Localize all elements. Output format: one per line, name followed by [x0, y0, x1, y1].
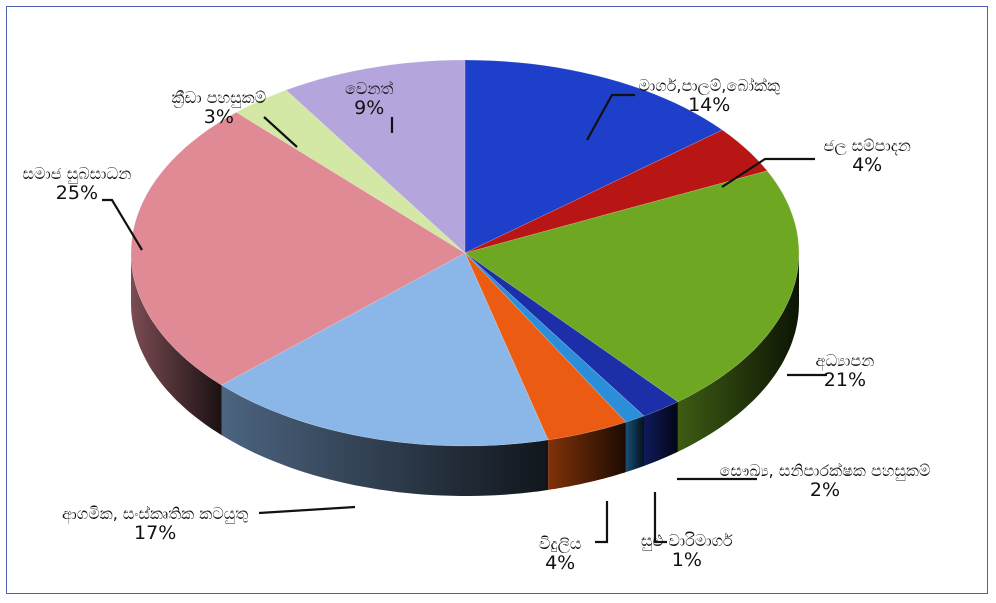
slice-label-8: සමාජ සුබසාධන 25%: [22, 164, 132, 205]
slice-label-percent: 2%: [809, 479, 841, 502]
slice-label-percent: 4%: [545, 552, 576, 575]
pie-chart: [102, 59, 827, 544]
slice-label-percent: 4%: [852, 154, 883, 177]
slice-label-name: සුළු වාරිමාර්ග: [641, 531, 733, 550]
slice-label-4: සෞඛ්‍ය, සනිපාරක්ෂක පහසුකම් 2%: [719, 461, 931, 502]
slice-label-percent: 3%: [203, 106, 234, 129]
slice-label-5: සුළු වාරිමාර්ග 1%: [641, 531, 733, 572]
leader-line-5: [653, 492, 667, 544]
slice-label-percent: 21%: [823, 369, 866, 392]
pie-side-6: [548, 422, 626, 490]
pie-slice-3: [464, 170, 800, 403]
slice-label-name: වෙනත්: [345, 79, 394, 98]
pie-slice-9: [235, 89, 466, 254]
pie-side-walls: [131, 253, 799, 496]
leader-line-7: [258, 505, 356, 515]
pie-side-4: [644, 401, 678, 466]
leader-line-1: [586, 93, 635, 141]
slice-label-name: සමාජ සුබසාධන: [22, 164, 132, 183]
leader-line-9: [263, 116, 298, 148]
pie-side-8: [131, 253, 222, 436]
pie-side-5: [625, 416, 644, 473]
slice-label-7: ආගමික, සංස්කෘතික කටයුතු 17%: [62, 504, 249, 545]
pie-slice-6: [464, 252, 627, 441]
slice-label-6: විදුලිය 4%: [539, 534, 582, 575]
slice-label-1: මාර්ග,පාලම්,බෝක්කු 14%: [638, 76, 780, 117]
slice-label-name: සෞඛ්‍ය, සනිපාරක්ෂක පහසුකම්: [719, 461, 931, 480]
pie-top-faces: [130, 59, 800, 447]
slice-label-3: අධ්‍යාපන 21%: [815, 351, 875, 392]
leader-line-8: [102, 198, 143, 251]
pie-side-3: [677, 253, 799, 452]
slice-label-name: මාර්ග,පාලම්,බෝක්කු: [638, 76, 780, 95]
pie-slice-7: [220, 252, 549, 447]
pie-slice-10: [285, 59, 466, 254]
leader-line-6: [595, 501, 609, 544]
leader-lines: [102, 93, 827, 544]
slice-label-percent: 25%: [55, 182, 98, 205]
slice-label-percent: 17%: [134, 522, 177, 545]
slice-label-2: ජල සම්පාදන 4%: [823, 136, 911, 177]
pie-slice-8: [130, 111, 466, 386]
slice-label-name: අධ්‍යාපන: [815, 351, 875, 370]
slice-label-9: ක්‍රීඩා පහසුකම් 3%: [171, 88, 267, 129]
slice-label-name: ජල සම්පාදන: [823, 136, 911, 155]
slice-label-percent: 1%: [671, 549, 702, 572]
slice-label-10: වෙනත් 9%: [345, 79, 394, 120]
pie-slice-1: [464, 59, 724, 254]
pie-side-7: [221, 385, 549, 496]
pie-slice-2: [464, 129, 768, 254]
slice-label-percent: 9%: [354, 97, 385, 120]
slice-label-name: ක්‍රීඩා පහසුකම්: [171, 88, 267, 107]
leader-line-2: [721, 157, 815, 188]
slice-label-name: ආගමික, සංස්කෘතික කටයුතු: [62, 504, 249, 523]
slice-label-percent: 14%: [688, 94, 731, 117]
slice-label-name: විදුලිය: [539, 534, 582, 553]
chart-frame: මාර්ග,පාලම්,බෝක්කු 14% ජල සම්පාදන 4% අධ්‍යාප…: [6, 6, 988, 594]
